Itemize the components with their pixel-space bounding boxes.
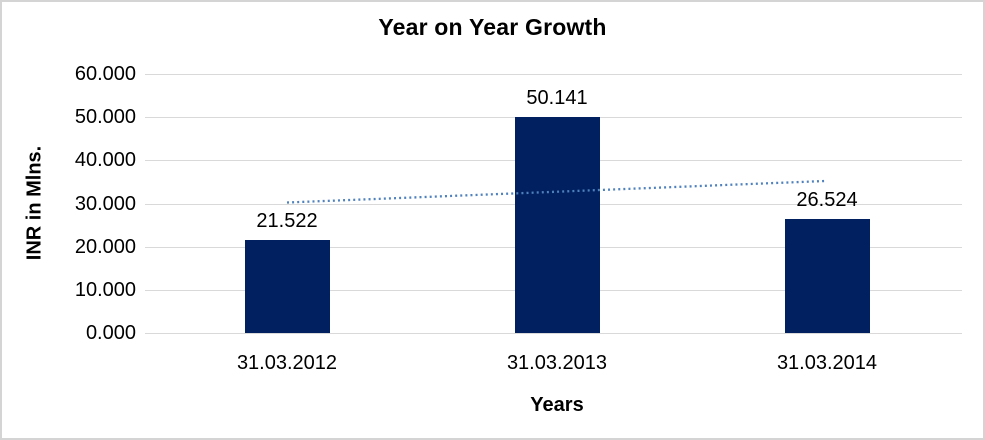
bar-data-label: 21.522 <box>256 210 318 233</box>
x-tick-label: 31.03.2013 <box>506 352 608 374</box>
y-tick-mark <box>145 203 152 205</box>
y-tick-label: 30.000 <box>74 192 136 215</box>
x-tick-label: 31.03.2012 <box>236 352 338 374</box>
y-tick-mark <box>145 333 152 334</box>
y-tick-mark <box>145 246 152 248</box>
x-tick-label: 31.03.2014 <box>776 352 878 374</box>
bar <box>784 218 870 333</box>
y-tick-label: 0.000 <box>85 322 136 344</box>
y-tick-mark <box>145 160 152 162</box>
gridline <box>152 333 962 334</box>
y-tick-label: 20.000 <box>74 235 136 258</box>
y-tick-label: 40.000 <box>74 149 136 172</box>
x-axis-title: Years <box>530 394 584 416</box>
y-tick-mark <box>145 289 152 291</box>
y-tick-label: 10.000 <box>74 278 136 301</box>
y-tick-label: 60.000 <box>74 63 136 85</box>
gridline <box>152 74 962 75</box>
bar-data-label: 26.524 <box>796 188 858 211</box>
y-tick-mark <box>145 117 152 119</box>
y-tick-mark <box>145 74 152 75</box>
bar <box>244 240 330 333</box>
chart-title: Year on Year Growth <box>378 14 607 40</box>
y-tick-label: 50.000 <box>74 106 136 129</box>
bar <box>514 116 600 333</box>
bar-data-label: 50.141 <box>526 86 588 109</box>
